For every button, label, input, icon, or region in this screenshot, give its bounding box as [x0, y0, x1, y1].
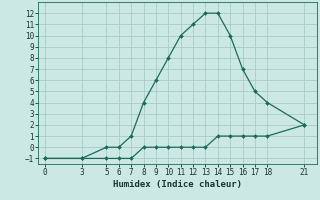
X-axis label: Humidex (Indice chaleur): Humidex (Indice chaleur)	[113, 180, 242, 189]
